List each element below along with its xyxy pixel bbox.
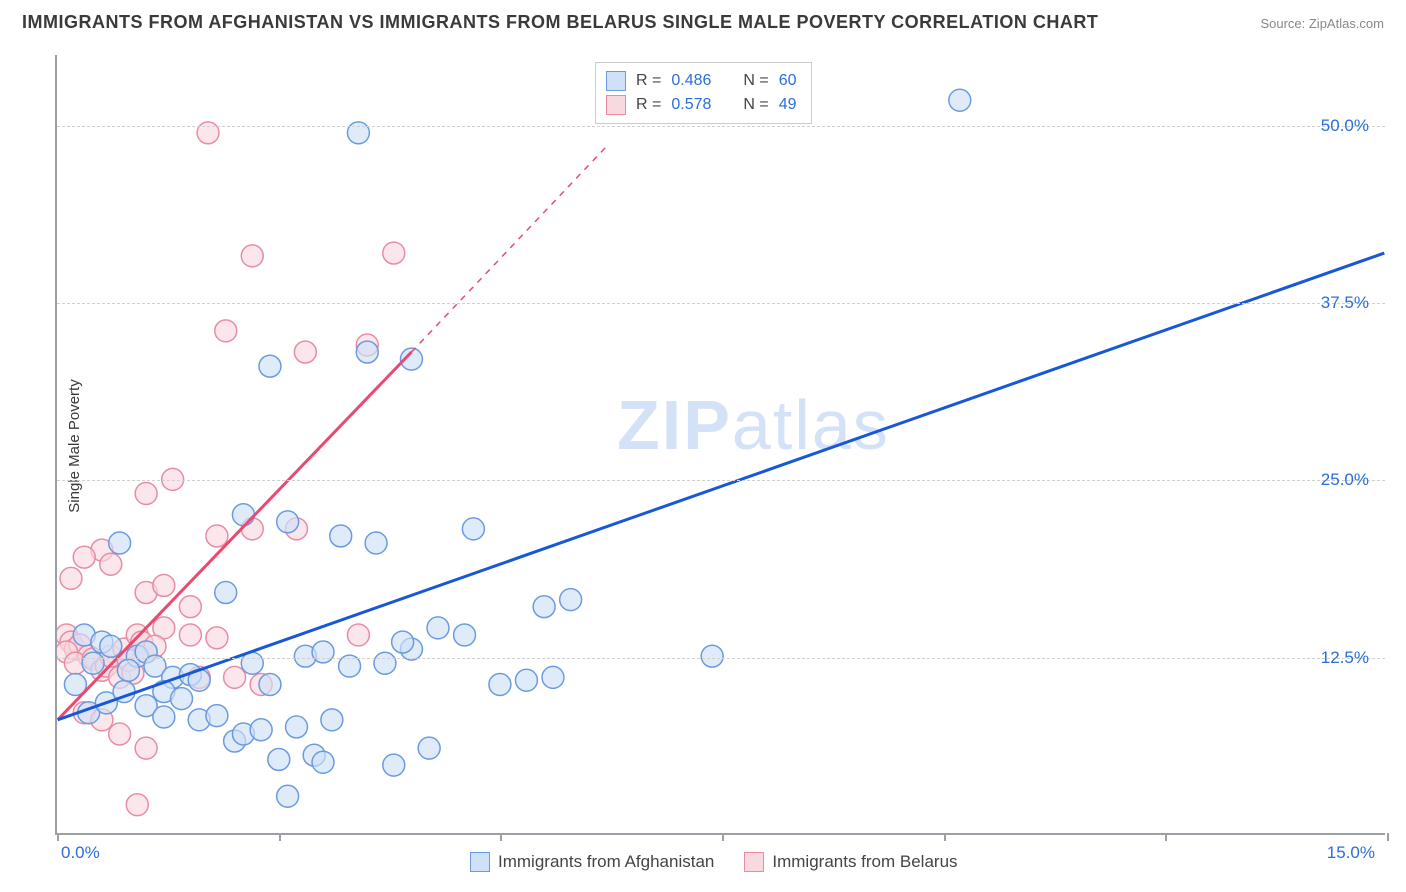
- correlation-legend: R = 0.486 N = 60 R = 0.578 N = 49: [595, 62, 812, 124]
- gridline-horizontal: [57, 658, 1385, 659]
- swatch-afghanistan-bottom: [470, 852, 490, 872]
- ytick-label: 37.5%: [1321, 293, 1369, 313]
- r-label: R =: [636, 72, 661, 90]
- xtick: [944, 833, 946, 841]
- ytick-label: 12.5%: [1321, 648, 1369, 668]
- swatch-belarus: [606, 95, 626, 115]
- plot-area: ZIPatlas 12.5%25.0%37.5%50.0%0.0%15.0%: [55, 55, 1385, 835]
- xtick: [1165, 833, 1167, 841]
- swatch-afghanistan: [606, 71, 626, 91]
- r-label: R =: [636, 96, 661, 114]
- gridline-horizontal: [57, 480, 1385, 481]
- correlation-row-belarus: R = 0.578 N = 49: [606, 93, 797, 117]
- xtick: [722, 833, 724, 841]
- n-label: N =: [743, 96, 768, 114]
- legend-item-afghanistan: Immigrants from Afghanistan: [470, 852, 714, 872]
- source-name: ZipAtlas.com: [1309, 16, 1384, 31]
- ytick-label: 25.0%: [1321, 470, 1369, 490]
- watermark-bold: ZIP: [617, 386, 732, 464]
- watermark-thin: atlas: [732, 386, 890, 464]
- xtick: [57, 833, 59, 841]
- source-attribution: Source: ZipAtlas.com: [1260, 16, 1384, 31]
- swatch-belarus-bottom: [744, 852, 764, 872]
- legend-label-afghanistan: Immigrants from Afghanistan: [498, 852, 714, 872]
- n-value-afghanistan: 60: [779, 72, 797, 90]
- n-value-belarus: 49: [779, 96, 797, 114]
- xtick: [500, 833, 502, 841]
- gridline-horizontal: [57, 303, 1385, 304]
- chart-title: IMMIGRANTS FROM AFGHANISTAN VS IMMIGRANT…: [22, 12, 1098, 33]
- legend-label-belarus: Immigrants from Belarus: [772, 852, 957, 872]
- xtick: [279, 833, 281, 841]
- r-value-afghanistan: 0.486: [671, 72, 711, 90]
- correlation-row-afghanistan: R = 0.486 N = 60: [606, 69, 797, 93]
- n-label: N =: [743, 72, 768, 90]
- legend-item-belarus: Immigrants from Belarus: [744, 852, 957, 872]
- gridline-horizontal: [57, 126, 1385, 127]
- series-legend: Immigrants from Afghanistan Immigrants f…: [470, 852, 958, 872]
- chart-svg: [57, 55, 1385, 833]
- watermark: ZIPatlas: [617, 385, 890, 465]
- xtick: [1387, 833, 1389, 841]
- xtick-label: 15.0%: [1327, 843, 1375, 863]
- ytick-label: 50.0%: [1321, 116, 1369, 136]
- xtick-label: 0.0%: [61, 843, 100, 863]
- r-value-belarus: 0.578: [671, 96, 711, 114]
- source-prefix: Source:: [1260, 16, 1308, 31]
